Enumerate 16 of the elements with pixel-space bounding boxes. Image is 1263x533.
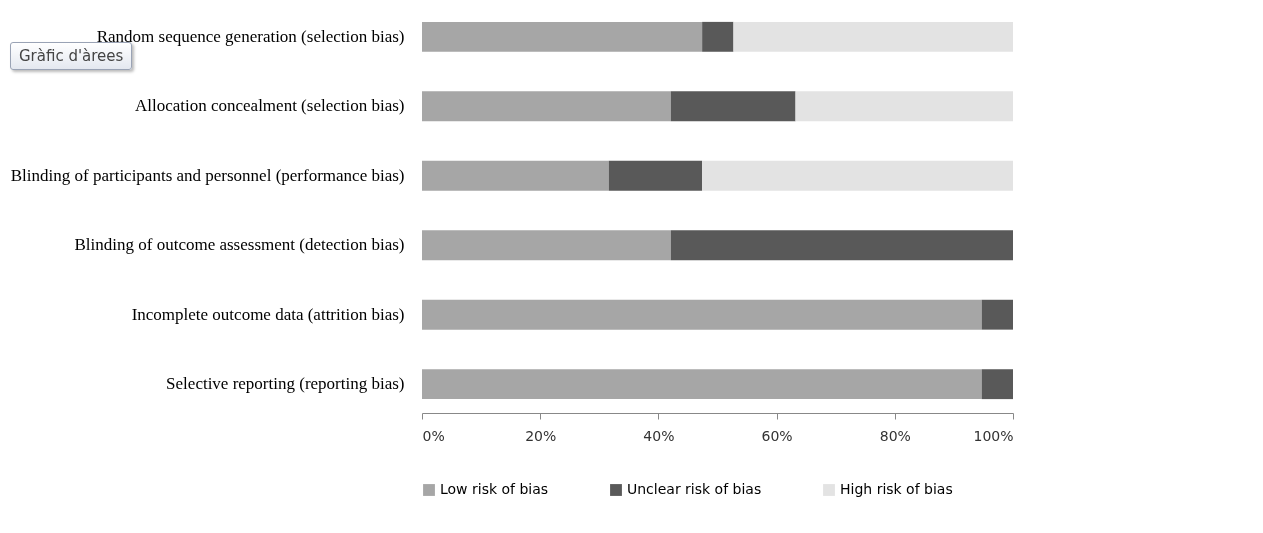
text: Gràfic d'àrees: [19, 47, 124, 65]
legend-label: High risk of bias: [840, 481, 953, 497]
x-tick-label: 80%: [879, 427, 911, 444]
x-tick-label: 100%: [973, 427, 1014, 444]
x-tick-label: 0%: [422, 427, 445, 444]
x-tick-label: 20%: [525, 427, 557, 444]
y-tick-label: Incomplete outcome data (attrition bias): [131, 304, 405, 324]
y-tick-label: Random sequence generation (selection bias): [96, 26, 405, 46]
x-tick-label: 40%: [643, 427, 675, 444]
y-tick-label: Selective reporting (reporting bias): [166, 374, 405, 394]
y-tick-label: Allocation concealment (selection bias): [134, 96, 405, 116]
legend-label: Unclear risk of bias: [627, 481, 762, 497]
legend-label: Low risk of bias: [440, 481, 549, 497]
y-tick-label: Blinding of outcome assessment (detection bias): [74, 235, 405, 255]
y-tick-label: Blinding of participants and personnel (performance bias): [10, 165, 405, 185]
x-tick-label: 60%: [761, 427, 793, 444]
